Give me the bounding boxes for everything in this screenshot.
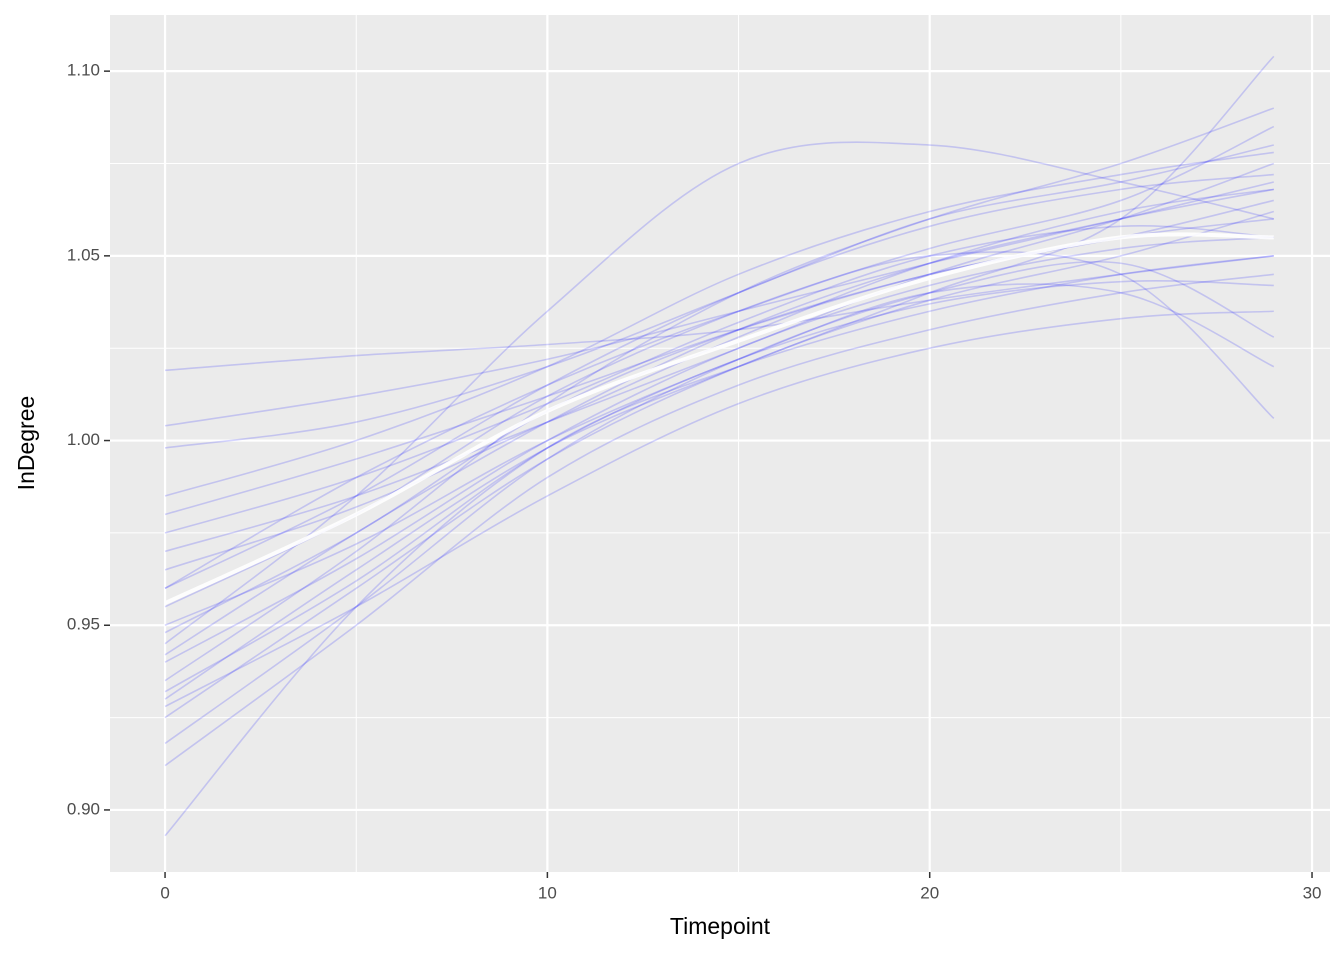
x-tick-label: 0 bbox=[160, 883, 169, 902]
y-tick-label: 1.10 bbox=[67, 61, 100, 80]
series-line bbox=[164, 255, 1274, 372]
x-tick-label: 20 bbox=[920, 883, 939, 902]
y-tick-label: 0.95 bbox=[67, 615, 100, 634]
series-line bbox=[164, 181, 1274, 427]
series-line bbox=[164, 188, 1274, 571]
y-tick-label: 1.00 bbox=[67, 430, 100, 449]
series-line bbox=[164, 162, 1275, 553]
y-axis-title: InDegree bbox=[13, 396, 39, 491]
series-line bbox=[164, 260, 1275, 745]
series-line bbox=[164, 283, 1275, 626]
plot-panel bbox=[110, 15, 1330, 872]
series-line bbox=[164, 255, 1274, 837]
series-line bbox=[164, 141, 1274, 645]
series-line bbox=[164, 188, 1274, 656]
series-line bbox=[164, 55, 1275, 700]
series-line bbox=[164, 310, 1274, 708]
series-line bbox=[164, 225, 1274, 534]
x-tick-label: 10 bbox=[538, 883, 557, 902]
y-tick-label: 1.05 bbox=[67, 245, 100, 264]
series-line bbox=[164, 251, 1275, 589]
series-line bbox=[164, 173, 1274, 590]
series-line bbox=[164, 151, 1274, 497]
series-line bbox=[164, 144, 1274, 449]
y-tick-label: 0.90 bbox=[67, 799, 100, 818]
x-tick-label: 30 bbox=[1303, 883, 1322, 902]
series-line bbox=[164, 236, 1274, 663]
series-line bbox=[164, 280, 1274, 693]
series-line bbox=[164, 273, 1274, 767]
series-line bbox=[164, 107, 1275, 682]
series-line bbox=[164, 210, 1275, 719]
mean-line bbox=[164, 232, 1274, 605]
x-axis-title: Timepoint bbox=[670, 913, 771, 939]
